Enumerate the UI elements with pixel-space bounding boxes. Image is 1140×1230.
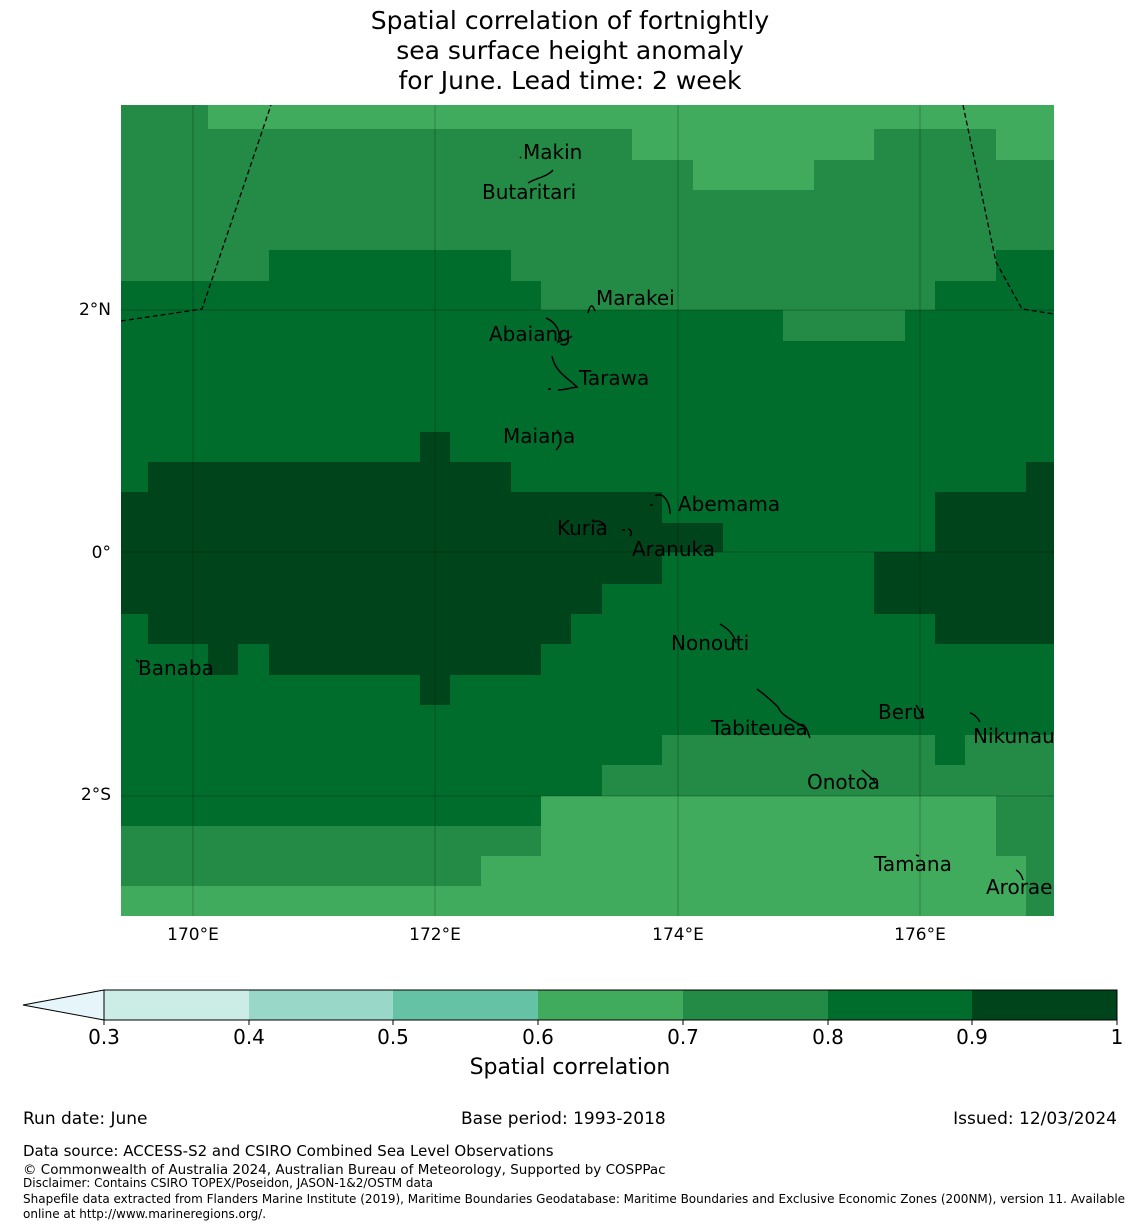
map-area: Makin Butaritari Marakei Abaiang Tarawa … xyxy=(121,105,1055,916)
island-label-makin: Makin xyxy=(523,140,582,164)
title-line-1: Spatial correlation of fortnightly xyxy=(370,6,770,35)
lat-tick-labels: 2°N 0° 2°S xyxy=(79,300,111,805)
field-0.7-inset-3 xyxy=(965,735,1054,796)
lon-tick-176e: 176°E xyxy=(894,925,946,945)
colorbar-extend-arrow xyxy=(22,989,105,1021)
colorbar-seg-0.6-0.7 xyxy=(538,990,683,1020)
island-label-kuria: Kuria xyxy=(557,516,608,540)
colorbar-tick-5: 0.8 xyxy=(812,1025,844,1049)
colorbar-tick-2: 0.5 xyxy=(377,1025,409,1049)
field-0.9-west xyxy=(121,432,723,705)
field-0.7-southeast xyxy=(996,826,1054,916)
colorbar-tick-3: 0.6 xyxy=(522,1025,554,1049)
island-labels: Makin Butaritari Marakei Abaiang Tarawa … xyxy=(138,140,1055,899)
colorbar-tick-0: 0.3 xyxy=(88,1025,120,1049)
colorbar-seg-0.8-0.9 xyxy=(828,990,972,1020)
colorbar-tick-7: 1 xyxy=(1111,1025,1124,1049)
colorbar-tick-6: 0.9 xyxy=(956,1025,988,1049)
colorbar-seg-0.7-0.8 xyxy=(683,990,828,1020)
lat-tick-2s: 2°S xyxy=(81,785,111,805)
title-line-3: for June. Lead time: 2 week xyxy=(398,66,742,95)
issued-date: Issued: 12/03/2024 xyxy=(953,1109,1117,1129)
lon-tick-labels: 170°E 172°E 174°E 176°E xyxy=(167,925,946,945)
run-date: Run date: June xyxy=(23,1109,148,1129)
island-label-arorae: Arorae xyxy=(986,875,1052,899)
island-label-butaritari: Butaritari xyxy=(482,180,576,204)
colorbar-seg-0.9-1 xyxy=(972,990,1117,1020)
base-period: Base period: 1993-2018 xyxy=(461,1109,666,1129)
disclaimer: Disclaimer: Contains CSIRO TOPEX/Poseido… xyxy=(23,1176,433,1190)
colorbar-seg-0.3-0.4 xyxy=(104,990,249,1020)
island-shapes xyxy=(135,156,1024,881)
colorbar-seg-0.5-0.6 xyxy=(393,990,538,1020)
colorbar-tick-4: 0.7 xyxy=(667,1025,699,1049)
lat-tick-0: 0° xyxy=(92,543,111,563)
shapefile-credit-1: Shapefile data extracted from Flanders M… xyxy=(23,1192,1126,1206)
island-label-beru: Beru xyxy=(878,700,925,724)
title-line-2: sea surface height anomaly xyxy=(396,36,744,65)
chart-title: Spatial correlation of fortnightly sea s… xyxy=(0,6,1140,96)
field-0.6-south xyxy=(481,796,1026,916)
lon-tick-170e: 170°E xyxy=(167,925,219,945)
field-0.9-east xyxy=(874,462,1054,644)
copyright: © Commonwealth of Australia 2024, Austra… xyxy=(23,1162,666,1178)
lon-tick-172e: 172°E xyxy=(409,925,461,945)
lat-tick-2n: 2°N xyxy=(79,300,111,320)
gridlines xyxy=(121,105,1054,916)
island-label-maiana: Maiana xyxy=(503,424,575,448)
island-label-nikunau: Nikunau xyxy=(973,724,1055,748)
field-0.7-inset-1 xyxy=(541,281,571,310)
colorbar-tick-1: 0.4 xyxy=(233,1025,265,1049)
island-label-banaba: Banaba xyxy=(138,656,214,680)
lon-tick-174e: 174°E xyxy=(652,925,704,945)
colorbar-label: Spatial correlation xyxy=(469,1055,671,1080)
island-label-onotoa: Onotoa xyxy=(807,770,880,794)
eez-boundaries xyxy=(121,105,1054,322)
island-label-abemama: Abemama xyxy=(678,492,780,516)
island-label-abaiang: Abaiang xyxy=(489,322,571,346)
shapefile-credit-2: online at http://www.marineregions.org/. xyxy=(23,1207,267,1221)
field-0.7-inset-2 xyxy=(783,310,905,341)
island-label-nonouti: Nonouti xyxy=(671,631,749,655)
colorbar: 0.3 0.4 0.5 0.6 0.7 0.8 0.9 1 xyxy=(22,989,1124,1049)
island-label-aranuka: Aranuka xyxy=(632,537,715,561)
island-label-tarawa: Tarawa xyxy=(578,366,649,390)
colorbar-seg-0.4-0.5 xyxy=(249,990,393,1020)
island-label-marakei: Marakei xyxy=(596,286,675,310)
data-source: Data source: ACCESS-S2 and CSIRO Combine… xyxy=(23,1142,554,1160)
island-label-tamana: Tamana xyxy=(873,852,952,876)
island-label-tabiteuea: Tabiteuea xyxy=(710,716,808,740)
